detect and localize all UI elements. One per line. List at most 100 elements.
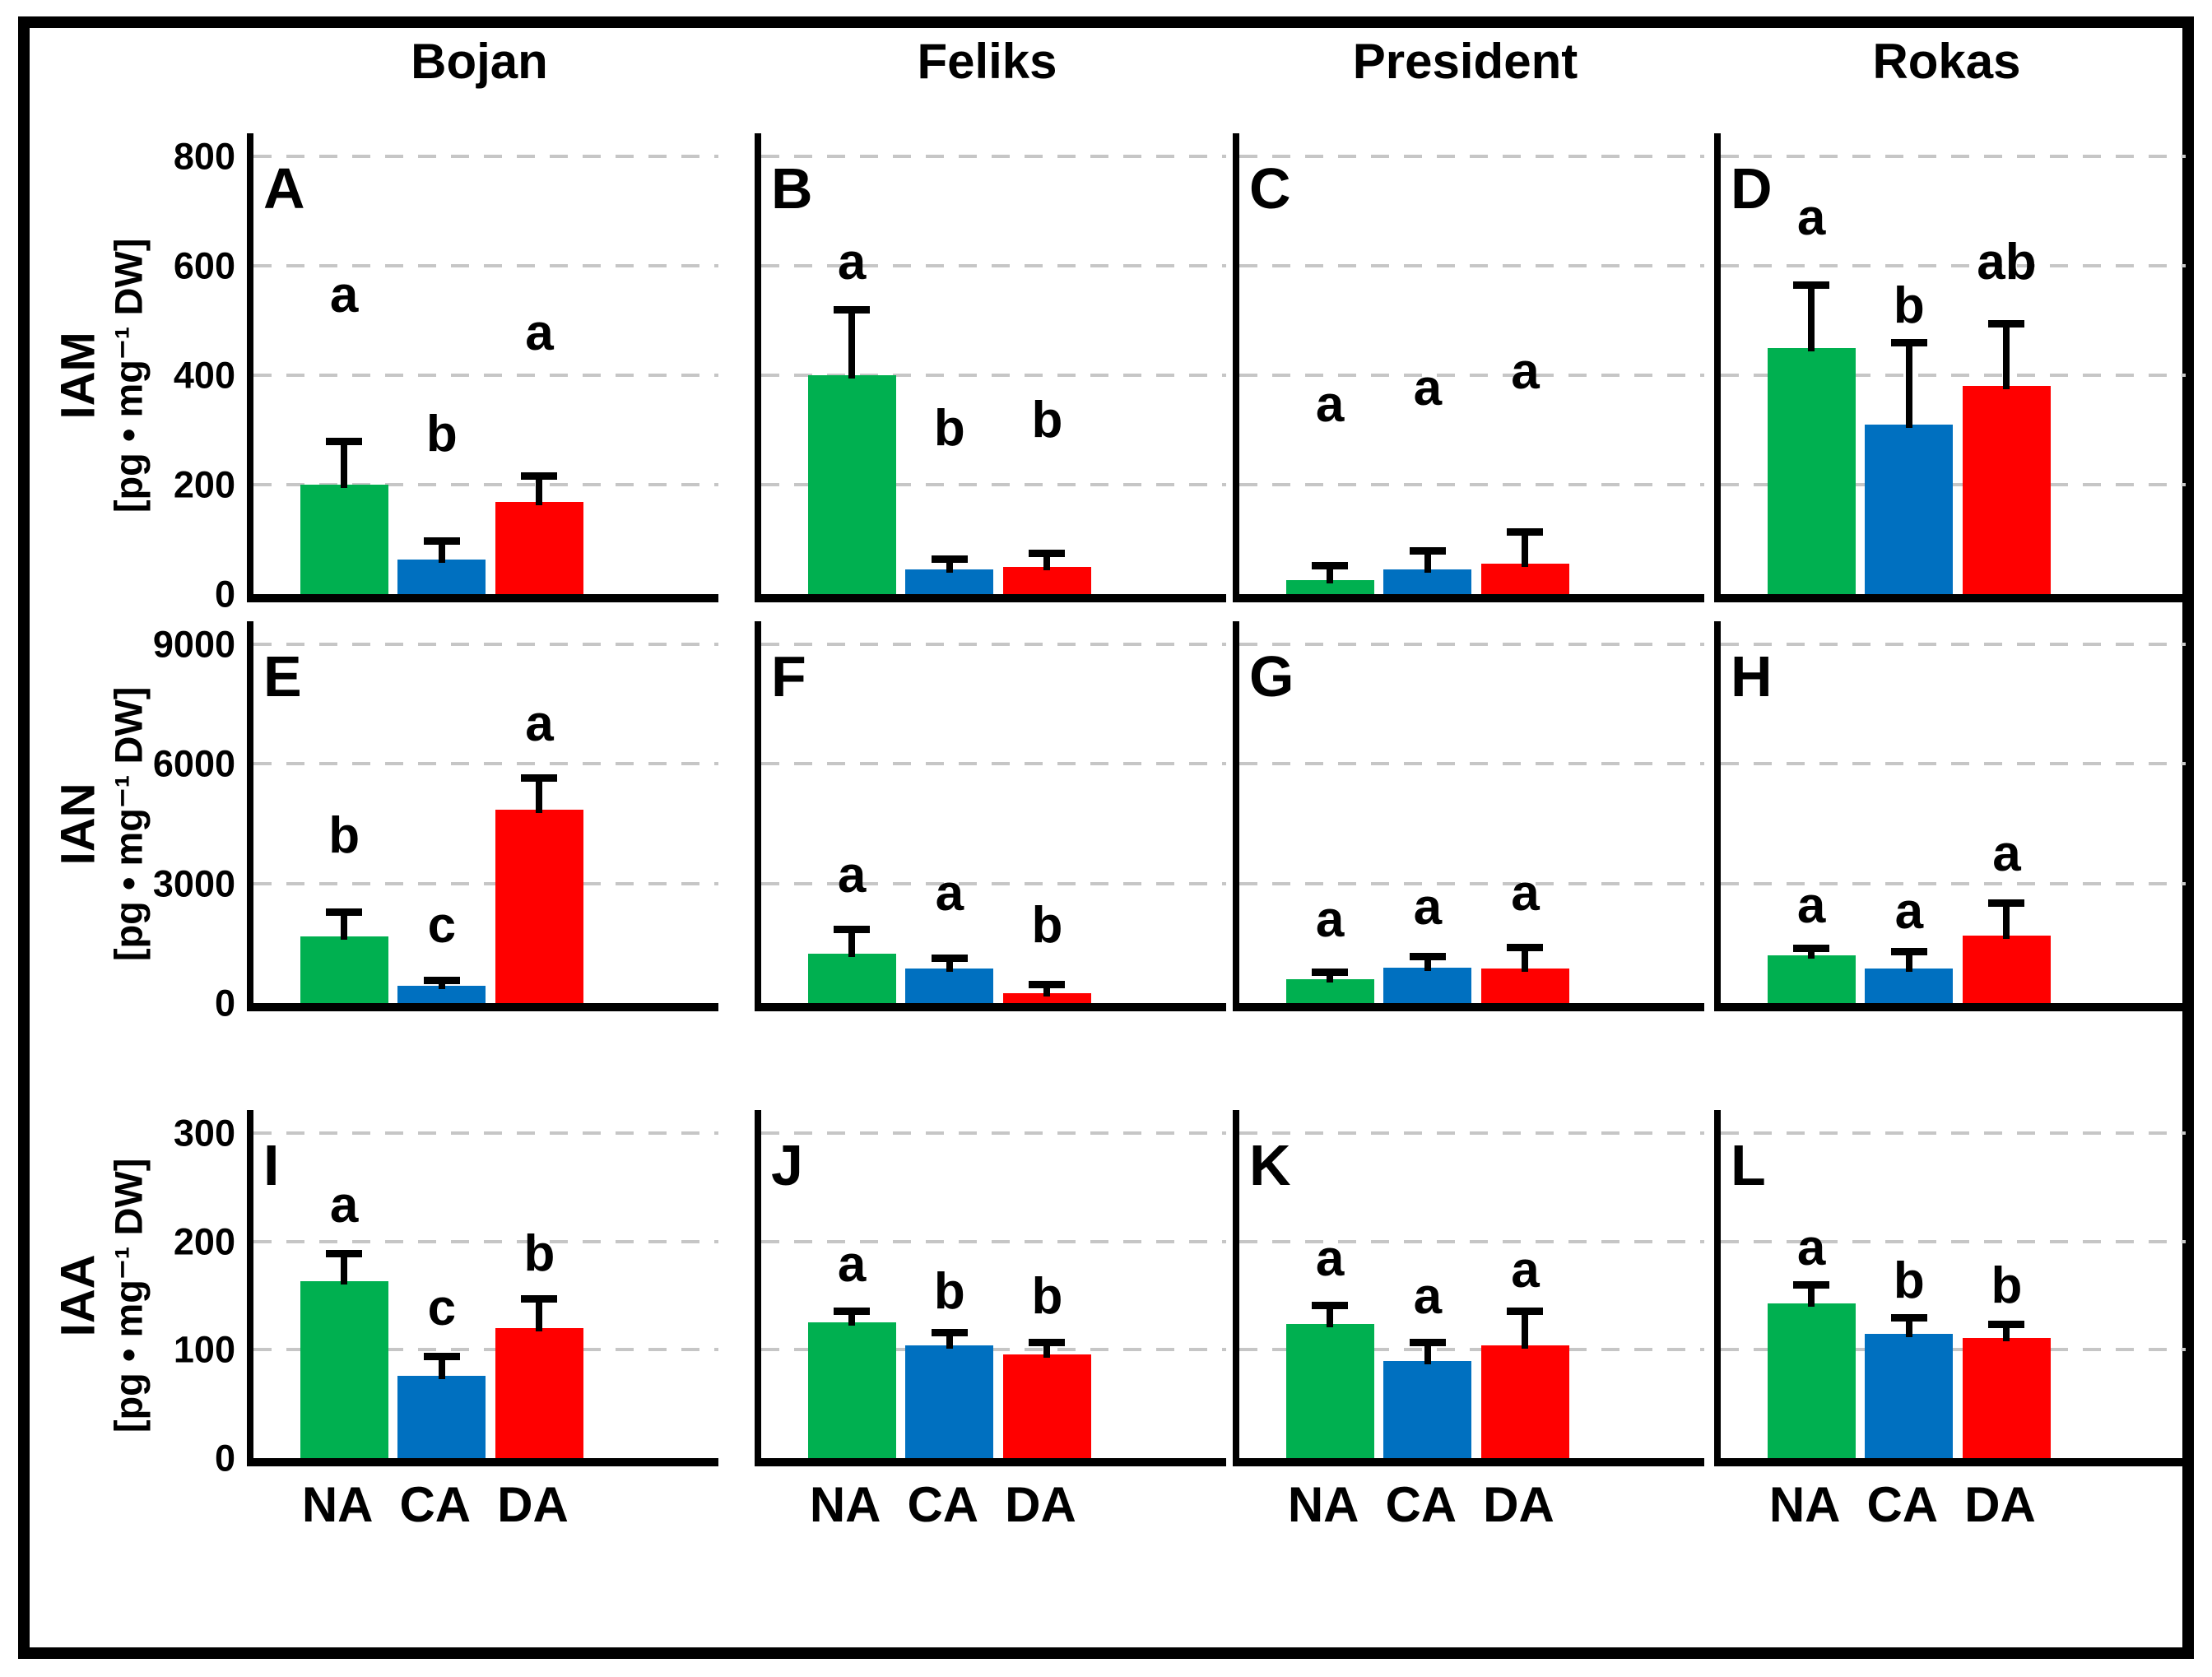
- row-label-wrap-2: IAA [pg • mg⁻¹ DW]: [25, 1133, 177, 1458]
- x-label-DA: DA: [1005, 1477, 1076, 1532]
- y-axis-tip: [755, 1110, 761, 1133]
- sig-letter-NA: a: [329, 266, 359, 323]
- gridline-3000: [761, 881, 1226, 885]
- error-bar-line-NA: [341, 440, 348, 488]
- bar-CA: [1865, 969, 1954, 1003]
- y-tick-IAM-200: 200: [173, 463, 235, 506]
- bar-CA: [905, 969, 994, 1003]
- bar-NA: [300, 1281, 388, 1458]
- error-bar-cap-NA: [1793, 281, 1830, 290]
- sig-letter-NA: a: [1796, 1219, 1826, 1277]
- sig-letter-CA: a: [1413, 359, 1443, 416]
- error-bar-cap-DA: [1988, 899, 2025, 908]
- sig-letter-CA: c: [427, 1279, 457, 1336]
- bar-NA: [1767, 1303, 1856, 1458]
- gridline-200: [253, 1239, 718, 1243]
- gridline-200: [1239, 483, 1704, 486]
- error-bar-cap-CA: [931, 1329, 968, 1337]
- error-bar-line-CA: [946, 558, 953, 574]
- error-bar-line-CA: [1905, 1317, 1912, 1337]
- sig-letter-DA: b: [1991, 1257, 2023, 1315]
- error-bar-line-DA: [1043, 983, 1051, 997]
- error-bar-cap-NA: [1793, 1281, 1830, 1289]
- sig-letter-DA: b: [523, 1224, 555, 1282]
- error-bar-cap-NA: [326, 437, 363, 445]
- sig-letter-DA: b: [1031, 897, 1063, 955]
- panel-letter-I: I: [263, 1133, 280, 1197]
- error-bar-line-DA: [2003, 903, 2010, 939]
- y-axis-tip: [247, 621, 253, 644]
- y-axis-tip: [1714, 1110, 1721, 1133]
- error-bar-cap-NA: [1793, 945, 1830, 953]
- error-bar-line-CA: [946, 957, 953, 973]
- error-bar-line-CA: [946, 1332, 953, 1349]
- y-axis-tip: [1714, 621, 1721, 644]
- error-bar-cap-CA: [1409, 1339, 1446, 1347]
- gridline-9000: [253, 643, 718, 646]
- bar-DA: [495, 1328, 584, 1458]
- y-axis-tip: [1714, 133, 1721, 156]
- y-axis-tip: [1233, 1110, 1239, 1133]
- panel-F: a a b F: [755, 621, 1226, 1011]
- error-bar-line-DA: [1522, 531, 1529, 568]
- bar-DA: [1962, 386, 2052, 594]
- y-axis-tip: [755, 621, 761, 644]
- gridline-9000: [1239, 643, 1704, 646]
- error-bar-cap-NA: [834, 1307, 871, 1315]
- y-tick-IAN-6000: 6000: [152, 742, 235, 785]
- bar-CA: [1383, 967, 1472, 1003]
- sig-letter-CA: a: [1413, 1268, 1443, 1326]
- sig-letter-NA: a: [837, 233, 867, 290]
- sig-letter-NA: b: [328, 807, 360, 865]
- gridline-100: [1721, 1348, 2186, 1352]
- error-bar-cap-DA: [1507, 943, 1544, 951]
- panel-J: a b b J: [755, 1110, 1226, 1466]
- bar-CA: [397, 1375, 486, 1458]
- sig-letter-DA: a: [1992, 825, 2021, 882]
- error-bar-line-NA: [848, 928, 856, 957]
- sig-letter-NA: a: [329, 1176, 359, 1233]
- sig-letter-DA: b: [1031, 1268, 1063, 1326]
- gridline-3000: [1239, 881, 1704, 885]
- gridline-100: [253, 1348, 718, 1352]
- x-label-NA: NA: [301, 1477, 374, 1532]
- gridline-800: [253, 155, 718, 158]
- gridline-9000: [1721, 643, 2186, 646]
- gridline-600: [1239, 264, 1704, 267]
- bar-DA: [1480, 1345, 1570, 1458]
- x-label-NA: NA: [1768, 1477, 1841, 1532]
- panel-D: a b ab D: [1714, 133, 2186, 602]
- sig-letter-CA: a: [1894, 883, 1924, 941]
- x-label-CA: CA: [1866, 1477, 1939, 1532]
- panel-letter-F: F: [771, 644, 806, 708]
- column-title-1: Feliks: [917, 34, 1057, 89]
- error-bar-line-CA: [1905, 342, 1912, 428]
- panel-letter-J: J: [771, 1133, 803, 1197]
- gridline-200: [761, 483, 1226, 486]
- bar-NA: [807, 1322, 896, 1458]
- bar-DA: [495, 502, 584, 594]
- bar-DA: [1480, 564, 1570, 594]
- error-bar-cap-DA: [521, 774, 558, 783]
- gridline-200: [1721, 483, 2186, 486]
- error-bar-cap-NA: [834, 925, 871, 933]
- error-bar-cap-CA: [423, 1353, 460, 1361]
- error-bar-line-CA: [1424, 550, 1431, 574]
- y-tick-IAA-0: 0: [214, 1437, 235, 1480]
- error-bar-cap-CA: [1890, 947, 1927, 955]
- sig-letter-CA: b: [933, 400, 965, 458]
- x-label-CA: CA: [1385, 1477, 1457, 1532]
- y-tick-IAA-300: 300: [173, 1112, 235, 1154]
- error-bar-cap-CA: [423, 976, 460, 984]
- sig-letter-DA: a: [525, 695, 554, 753]
- gridline-800: [1239, 155, 1704, 158]
- bar-NA: [807, 375, 896, 594]
- bar-DA: [1962, 1337, 2052, 1458]
- error-bar-cap-DA: [1029, 1339, 1066, 1347]
- bar-CA: [397, 560, 486, 594]
- error-bar-line-CA: [438, 540, 445, 564]
- error-bar-line-DA: [536, 476, 543, 506]
